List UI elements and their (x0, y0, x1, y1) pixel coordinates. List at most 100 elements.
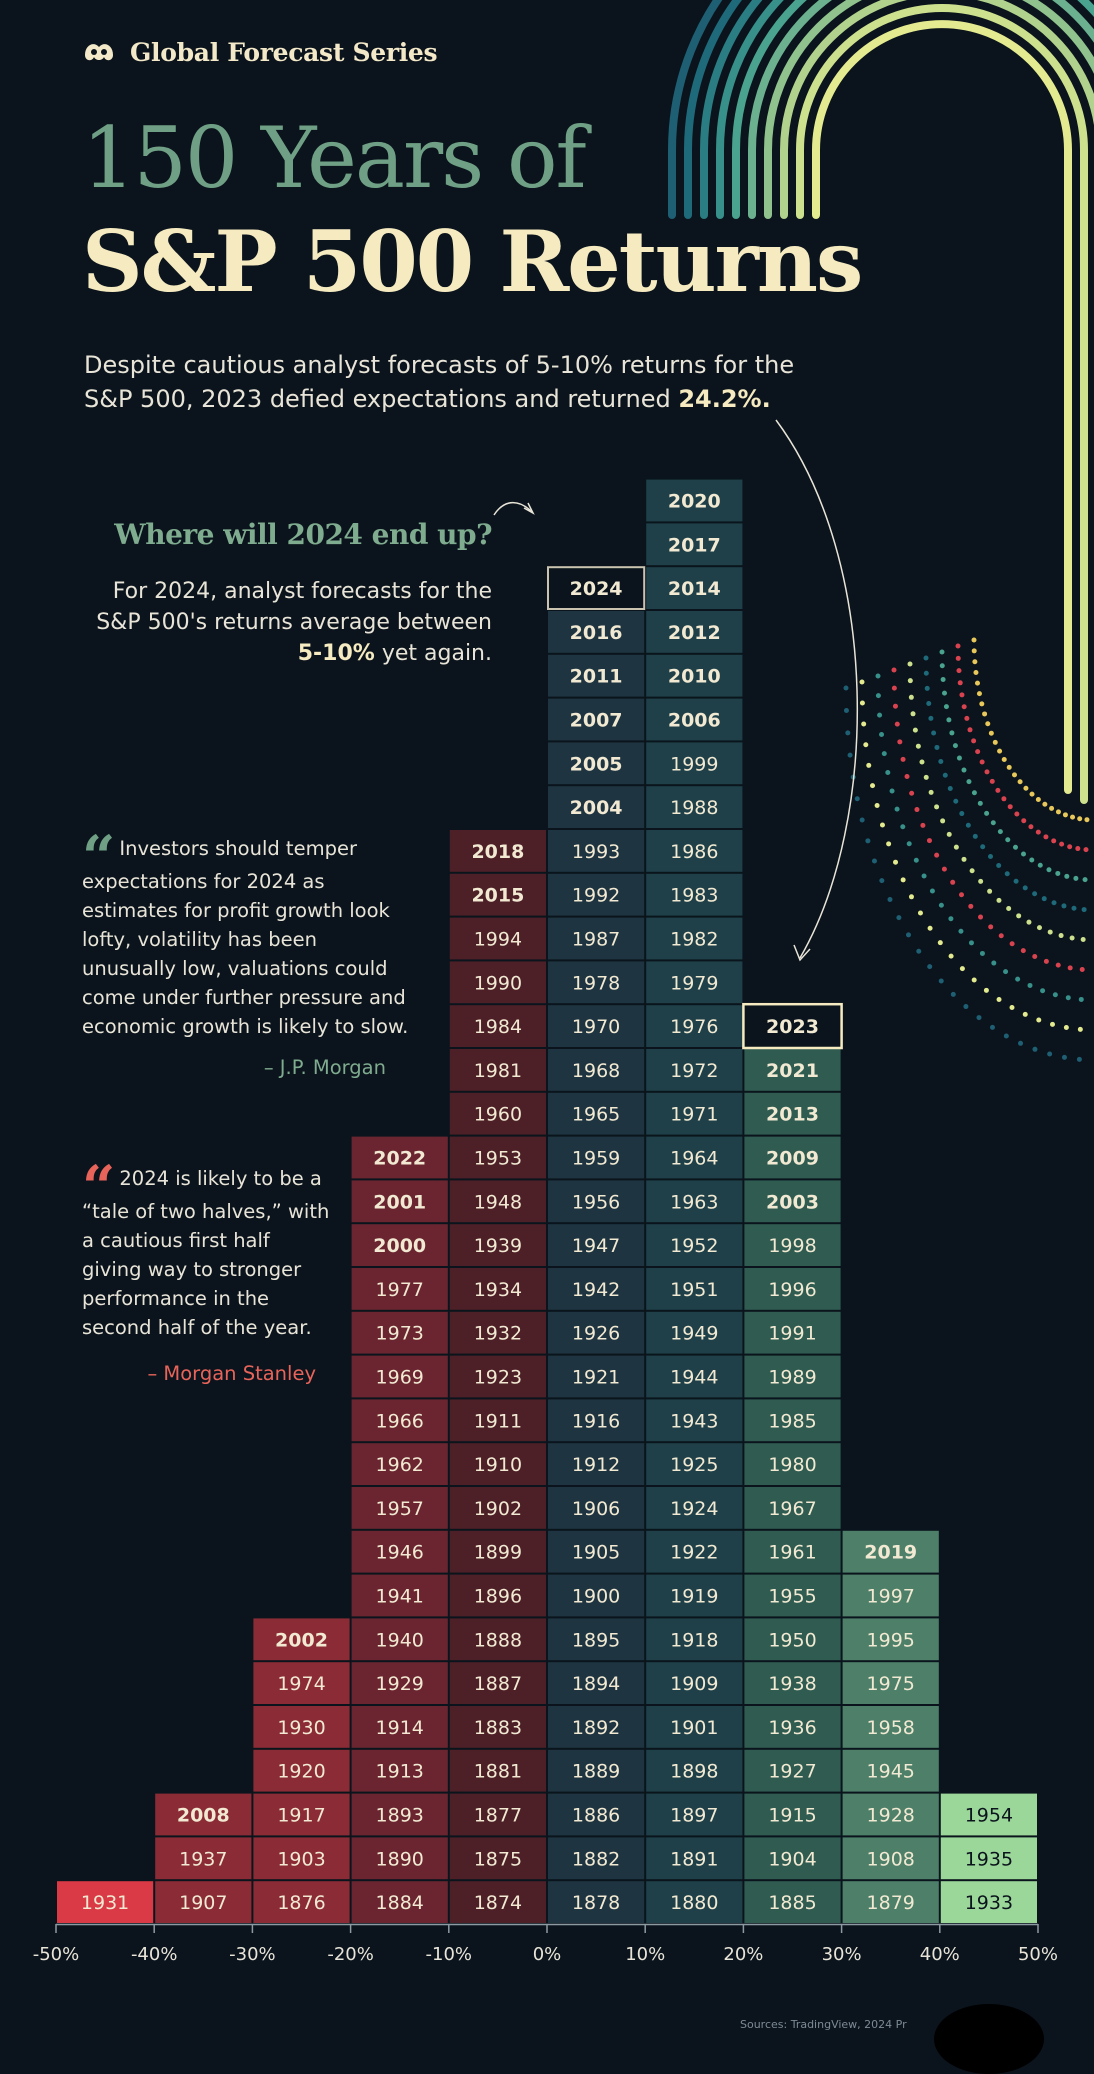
year-cell (547, 1880, 646, 1924)
year-cell (645, 872, 744, 917)
year-cell (743, 1792, 842, 1837)
decorative-dot (965, 822, 971, 828)
year-cell (448, 1354, 547, 1399)
decorative-dot (900, 756, 906, 762)
decorative-dot (843, 707, 849, 713)
decorative-dot (1083, 847, 1089, 853)
decorative-dot (988, 854, 994, 860)
year-label: 1887 (474, 1673, 522, 1695)
year-label: 2001 (373, 1191, 426, 1213)
decorative-dot (976, 1015, 982, 1021)
year-label: 1897 (670, 1805, 718, 1827)
decorative-dot (996, 997, 1002, 1003)
year-label: 1982 (670, 929, 718, 951)
year-label: 1995 (867, 1629, 915, 1651)
year-cell (743, 1310, 842, 1355)
year-label: 1879 (867, 1892, 915, 1914)
quote-text: 2024 is likely to be a “tale of two halv… (82, 1167, 330, 1339)
year-cell (645, 1135, 744, 1180)
year-cell (252, 1617, 351, 1662)
decorative-dot (939, 663, 945, 669)
year-label: 1889 (572, 1761, 620, 1783)
year-cell (743, 1661, 842, 1705)
decorative-arch (700, 0, 763, 219)
year-label: 1875 (474, 1848, 522, 1870)
decorative-dot (1071, 905, 1077, 911)
decorative-dot (859, 817, 865, 823)
year-label: 2012 (668, 622, 721, 644)
year-label: 1979 (670, 972, 718, 994)
decorative-dot (870, 783, 876, 789)
year-label: 2018 (471, 841, 524, 863)
year-label: 1918 (670, 1629, 718, 1651)
year-label: 1895 (572, 1629, 620, 1651)
decorative-dot (952, 743, 958, 749)
year-label: 2010 (668, 666, 721, 688)
year-cell (350, 1617, 449, 1662)
decorative-dot (961, 767, 967, 773)
year-cell (547, 653, 646, 698)
decorative-dot (1020, 948, 1026, 954)
decorative-dot (1016, 913, 1022, 919)
decorative-dot (931, 730, 937, 736)
decorative-dot (1035, 796, 1041, 802)
decorative-dot (926, 700, 932, 706)
year-label: 1954 (965, 1805, 1013, 1827)
quote-attribution: – Morgan Stanley (147, 1362, 316, 1385)
year-label: 1909 (670, 1673, 718, 1695)
year-label: 1926 (572, 1323, 620, 1345)
decorative-dot (1047, 929, 1053, 935)
decorative-dot (1027, 982, 1033, 988)
year-label: 1941 (376, 1586, 424, 1608)
year-label: 2013 (766, 1104, 819, 1126)
year-cell (547, 829, 646, 873)
year-label: 1964 (670, 1148, 718, 1170)
decorative-arch (748, 0, 1094, 219)
year-label: 1962 (376, 1454, 424, 1476)
year-cell (743, 1748, 842, 1793)
decorative-dot (1029, 857, 1035, 863)
year-cell (645, 1179, 744, 1224)
year-cell (547, 1792, 646, 1837)
decorative-dot (946, 831, 952, 837)
decorative-dot (1012, 772, 1018, 778)
decorative-dot (1067, 965, 1073, 971)
quote-jp-morgan: “Investors should temper expectations fo… (82, 828, 412, 1041)
decorative-dot (865, 838, 871, 844)
decorative-dot (879, 822, 885, 828)
decorative-dot (920, 822, 926, 828)
year-cell (743, 1354, 842, 1399)
year-cell (645, 1573, 744, 1618)
year-label: 1978 (572, 972, 620, 994)
decorative-dot (1059, 841, 1065, 847)
decorative-dot (861, 721, 867, 727)
year-cell (841, 1705, 940, 1749)
decorative-dot (941, 866, 947, 872)
decorative-dot (955, 643, 961, 649)
year-label: 1928 (867, 1805, 915, 1827)
year-cell (448, 1179, 547, 1224)
year-cell (645, 1529, 744, 1574)
year-cell (743, 1179, 842, 1224)
callout-highlight: 5-10% (297, 641, 375, 666)
decorative-dot (916, 948, 922, 954)
year-cell-highlight (742, 1002, 843, 1050)
decorative-dot (946, 717, 952, 723)
x-tick-label: 0% (533, 1944, 562, 1965)
year-cell (645, 1267, 744, 1311)
x-tick-label: 40% (920, 1944, 960, 1965)
decorative-dot (1009, 1005, 1015, 1011)
decorative-dot (927, 925, 933, 931)
decorative-dot (1032, 1046, 1038, 1052)
year-label: 1942 (572, 1279, 620, 1301)
decorative-dot (1058, 933, 1064, 939)
callout-body: For 2024, analyst forecasts for the S&P … (96, 579, 492, 635)
decorative-dot (968, 903, 974, 909)
year-cell (448, 1442, 547, 1486)
year-label: 1898 (670, 1761, 718, 1783)
decorative-dot (1014, 811, 1020, 817)
year-cell (154, 1792, 253, 1837)
year-label: 1912 (572, 1454, 620, 1476)
decorative-dot (1080, 937, 1086, 943)
